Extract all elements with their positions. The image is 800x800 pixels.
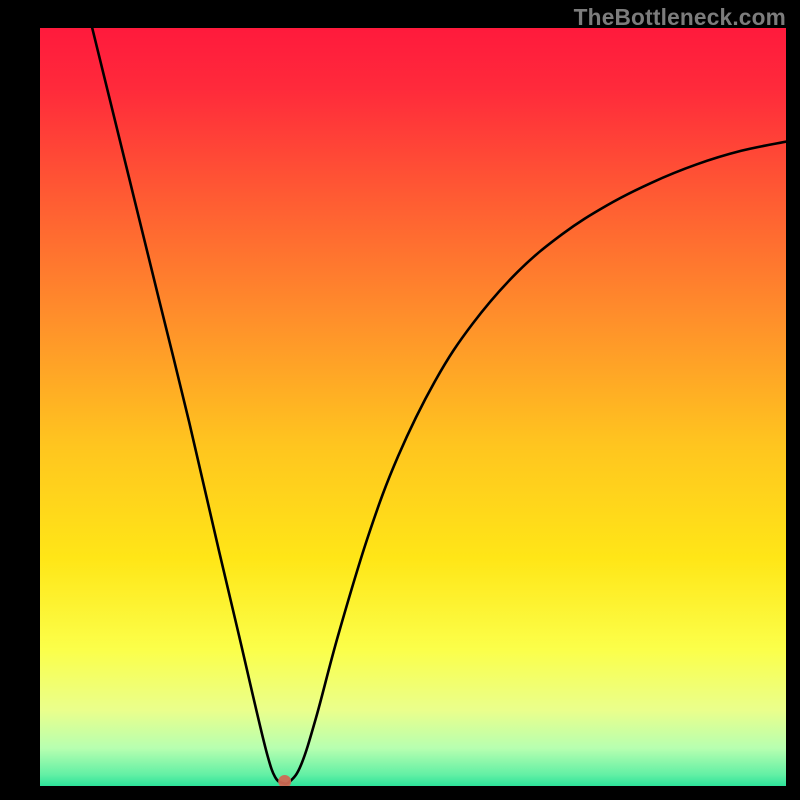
watermark-text: TheBottleneck.com: [574, 4, 786, 31]
chart-stage: TheBottleneck.com: [0, 0, 800, 800]
bottleneck-plot: [40, 28, 786, 786]
optimal-point-marker: [279, 775, 291, 786]
gradient-background: [40, 28, 786, 786]
